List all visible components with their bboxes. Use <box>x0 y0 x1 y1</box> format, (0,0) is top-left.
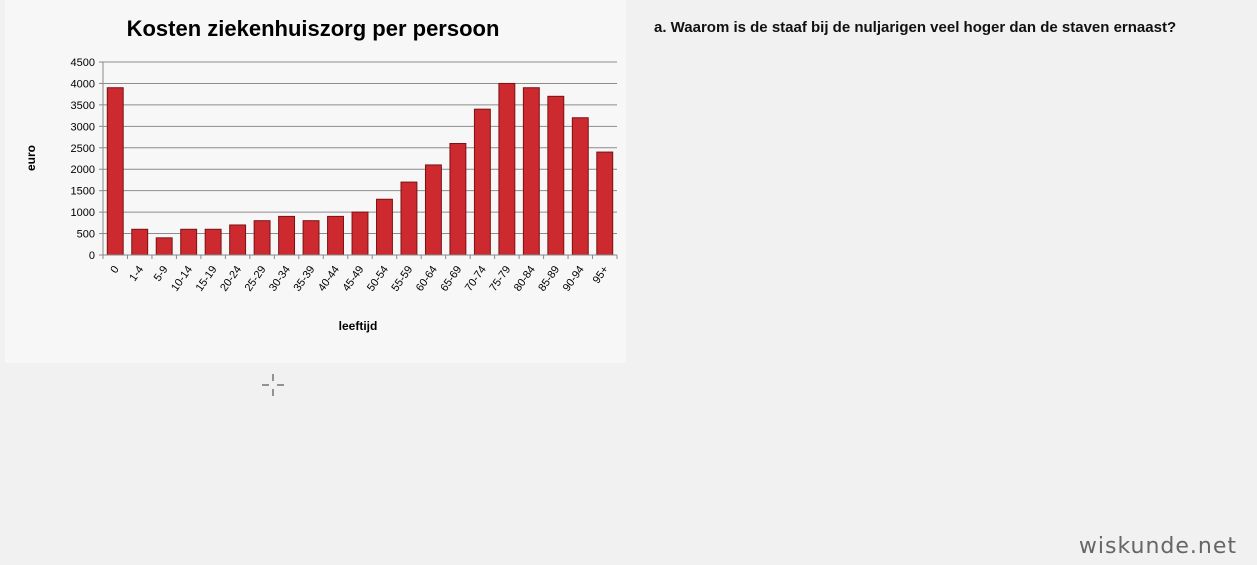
y-axis-ticks: 0 500 1000 1500 2000 2500 3000 3500 4000 4500 <box>71 57 103 262</box>
y-tick-label: 4500 <box>71 57 95 69</box>
bar <box>400 181 418 256</box>
bar <box>473 108 491 256</box>
x-tick-label: 95+ <box>591 264 612 286</box>
question-text: a. Waarom is de staaf bij de nuljarigen … <box>654 19 1177 36</box>
bar <box>229 224 247 256</box>
x-tick-label: 15-19 <box>194 264 220 294</box>
y-tick-label: 3000 <box>71 121 95 133</box>
bar <box>253 220 271 256</box>
y-tick-label: 2000 <box>71 164 95 176</box>
bar <box>327 215 344 256</box>
bar <box>278 215 296 256</box>
x-tick-label: 90-94 <box>561 264 587 294</box>
bar <box>204 228 222 256</box>
x-tick-label: 20-24 <box>218 264 244 294</box>
gridlines <box>103 61 617 235</box>
x-tick-label: 0 <box>108 264 121 276</box>
bar <box>180 228 198 256</box>
watermark: wiskunde.net <box>1078 534 1237 559</box>
x-axis-ticks: 0 1-4 5-910-1415-1920-2425-2930-3435-3940-… <box>102 255 618 294</box>
x-tick-label: 70-74 <box>463 264 489 294</box>
y-tick-label: 3500 <box>71 100 95 112</box>
bar-chart: Kosten ziekenhuiszorg per persoon 0 500 10… <box>24 16 618 333</box>
y-tick-label: 0 <box>89 250 95 262</box>
bar <box>547 95 565 256</box>
y-tick-label: 2500 <box>71 143 95 155</box>
bar <box>571 117 589 256</box>
bar <box>449 142 467 256</box>
x-tick-label: 85-89 <box>536 264 562 294</box>
bar <box>106 87 124 256</box>
bar <box>302 220 320 256</box>
x-tick-label: 5-9 <box>152 264 171 284</box>
bar <box>155 237 173 256</box>
bar <box>522 87 540 256</box>
crosshair-cursor-icon <box>262 374 284 396</box>
y-tick-label: 1000 <box>71 207 95 219</box>
x-tick-label: 55-59 <box>389 264 415 294</box>
bar <box>131 228 149 256</box>
bar <box>351 211 369 256</box>
x-tick-label: 10-14 <box>169 264 195 294</box>
x-tick-label: 80-84 <box>512 264 538 294</box>
x-tick-label: 65-69 <box>438 264 464 294</box>
chart-panel: Kosten ziekenhuiszorg per persoon 0 500 10… <box>5 0 626 363</box>
bar <box>596 151 614 256</box>
x-tick-label: 25-29 <box>243 264 269 294</box>
x-tick-label: 1-4 <box>127 264 146 284</box>
y-tick-label: 500 <box>77 229 95 241</box>
x-axis-label: leeftijd <box>339 319 378 333</box>
x-tick-label: 60-64 <box>414 264 440 294</box>
bar <box>424 164 442 256</box>
x-tick-label: 35-39 <box>292 264 318 294</box>
x-tick-label: 40-44 <box>316 264 342 294</box>
bar <box>498 82 516 256</box>
x-tick-label: 75-79 <box>487 264 513 294</box>
chart-title: Kosten ziekenhuiszorg per persoon <box>127 16 500 41</box>
y-tick-label: 4000 <box>71 78 95 90</box>
x-tick-label: 45-49 <box>340 264 366 294</box>
y-axis-label: euro <box>24 145 38 171</box>
x-tick-label: 30-34 <box>267 264 293 294</box>
x-tick-label: 50-54 <box>365 264 391 294</box>
bar <box>376 198 393 256</box>
bars <box>106 82 614 256</box>
y-tick-label: 1500 <box>71 186 95 198</box>
